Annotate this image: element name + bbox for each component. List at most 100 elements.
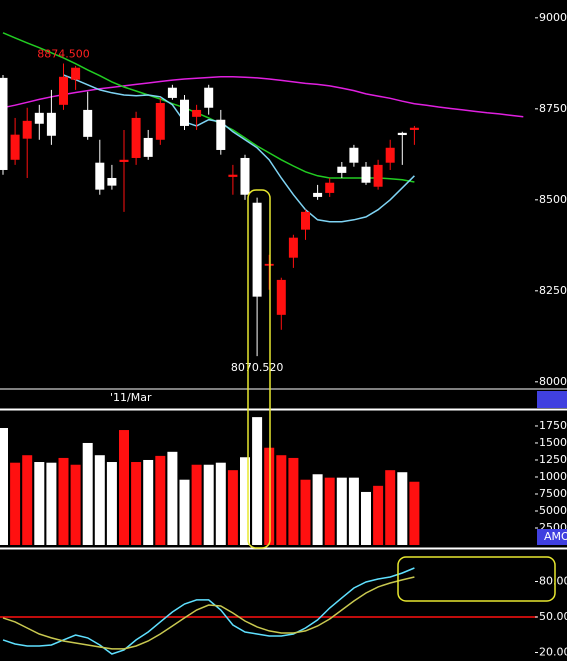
candle-body — [349, 147, 359, 163]
volume-bar — [155, 455, 166, 545]
line-series — [2, 576, 415, 650]
y-tick-label: 8750 — [539, 102, 567, 115]
volume-bar — [409, 481, 420, 545]
candle-body — [131, 117, 141, 158]
volume-bar — [191, 464, 202, 545]
volume-bar — [46, 462, 57, 545]
label-badge — [537, 529, 567, 545]
volume-bar — [179, 479, 190, 545]
volume-bar — [397, 472, 408, 545]
y-tick-label: 8000 — [539, 375, 567, 388]
candle-body — [107, 177, 117, 186]
candle-body — [10, 134, 20, 160]
line-series — [63, 74, 415, 223]
panel-label: AMO — [544, 530, 567, 543]
annotation: 8070.520 — [231, 361, 284, 374]
volume-bar — [324, 477, 335, 545]
volume-bar — [167, 451, 178, 545]
date-label: '11/Mar — [110, 391, 152, 404]
candle-body — [204, 87, 214, 108]
y-tick-label: 80.00 — [539, 574, 567, 587]
y-tick-label: 12500 — [539, 453, 567, 466]
y-tick-label: 10000 — [539, 470, 567, 483]
y-tick-label: 50.00 — [539, 610, 567, 623]
candle-body — [22, 120, 32, 139]
volume-bar — [119, 430, 129, 545]
candle-body — [397, 132, 407, 136]
y-tick-label: 20.00 — [539, 645, 567, 658]
candle-body — [180, 99, 189, 126]
volume-bar — [385, 470, 396, 545]
candle-body — [337, 166, 347, 173]
volume-bar — [10, 462, 21, 545]
candle-body — [264, 263, 274, 266]
plot-layer: 9000 8750 8500 8250 8000 8874.500 8070.520 '11/… — [0, 11, 567, 658]
candle-body — [0, 77, 8, 170]
volume-bar — [312, 474, 323, 545]
y-tick-label: 9000 — [539, 11, 567, 24]
candle-body — [83, 109, 93, 137]
volume-bar — [82, 442, 93, 545]
candle-body — [167, 87, 177, 98]
axis-badge — [537, 391, 567, 408]
volume-bar — [240, 457, 250, 545]
volume-bar — [0, 428, 8, 545]
candle-body — [216, 119, 226, 150]
volume-bar — [276, 455, 287, 545]
volume-bar — [252, 417, 263, 545]
candle-body — [301, 211, 310, 230]
y-tick-label: 8250 — [539, 284, 567, 297]
candle-body — [276, 279, 286, 315]
candle-body — [252, 202, 262, 297]
candle-body — [59, 76, 68, 105]
volume-bar — [227, 470, 238, 545]
candle-body — [313, 192, 323, 197]
candle-body — [409, 127, 419, 130]
candle-body — [325, 182, 335, 193]
volume-bar — [336, 477, 347, 545]
volume-bar — [131, 462, 142, 545]
volume-bar — [300, 479, 311, 545]
line-series — [2, 32, 415, 183]
candle-body — [228, 174, 238, 177]
y-tick-label: 15000 — [539, 436, 567, 449]
candle-body — [34, 112, 44, 124]
candle-body — [143, 137, 153, 157]
volume-bar — [70, 464, 81, 545]
candle-body — [240, 157, 250, 195]
volume-bar — [264, 447, 275, 545]
volume-bar — [361, 491, 371, 545]
candle-body — [288, 237, 298, 258]
candle-body — [71, 67, 81, 80]
candle-body — [385, 147, 395, 163]
candle-body — [46, 112, 56, 136]
volume-bar — [34, 462, 45, 545]
line-series — [2, 567, 415, 655]
candle-body — [95, 162, 105, 190]
volume-bar — [203, 464, 214, 545]
candle-body — [119, 159, 129, 162]
y-tick-label: 17500 — [539, 419, 567, 432]
volume-bar — [143, 459, 154, 545]
volume-bar — [215, 462, 226, 545]
volume-bar — [22, 455, 33, 545]
y-tick-label: 5000 — [539, 504, 567, 517]
candle-body — [192, 109, 202, 117]
y-tick-label: 7500 — [539, 487, 567, 500]
volume-bar — [348, 477, 359, 545]
volume-bar — [58, 457, 69, 545]
y-tick-label: 8500 — [539, 193, 567, 206]
annotation: 8874.500 — [37, 48, 90, 61]
volume-bar — [288, 457, 299, 545]
line-series — [2, 76, 524, 118]
candle-body — [361, 166, 371, 183]
volume-bar — [94, 455, 105, 545]
volume-bar — [106, 462, 117, 545]
highlight-box — [247, 189, 271, 549]
volume-bar — [373, 485, 384, 545]
candle-body — [155, 103, 165, 140]
highlight-box — [397, 556, 556, 602]
